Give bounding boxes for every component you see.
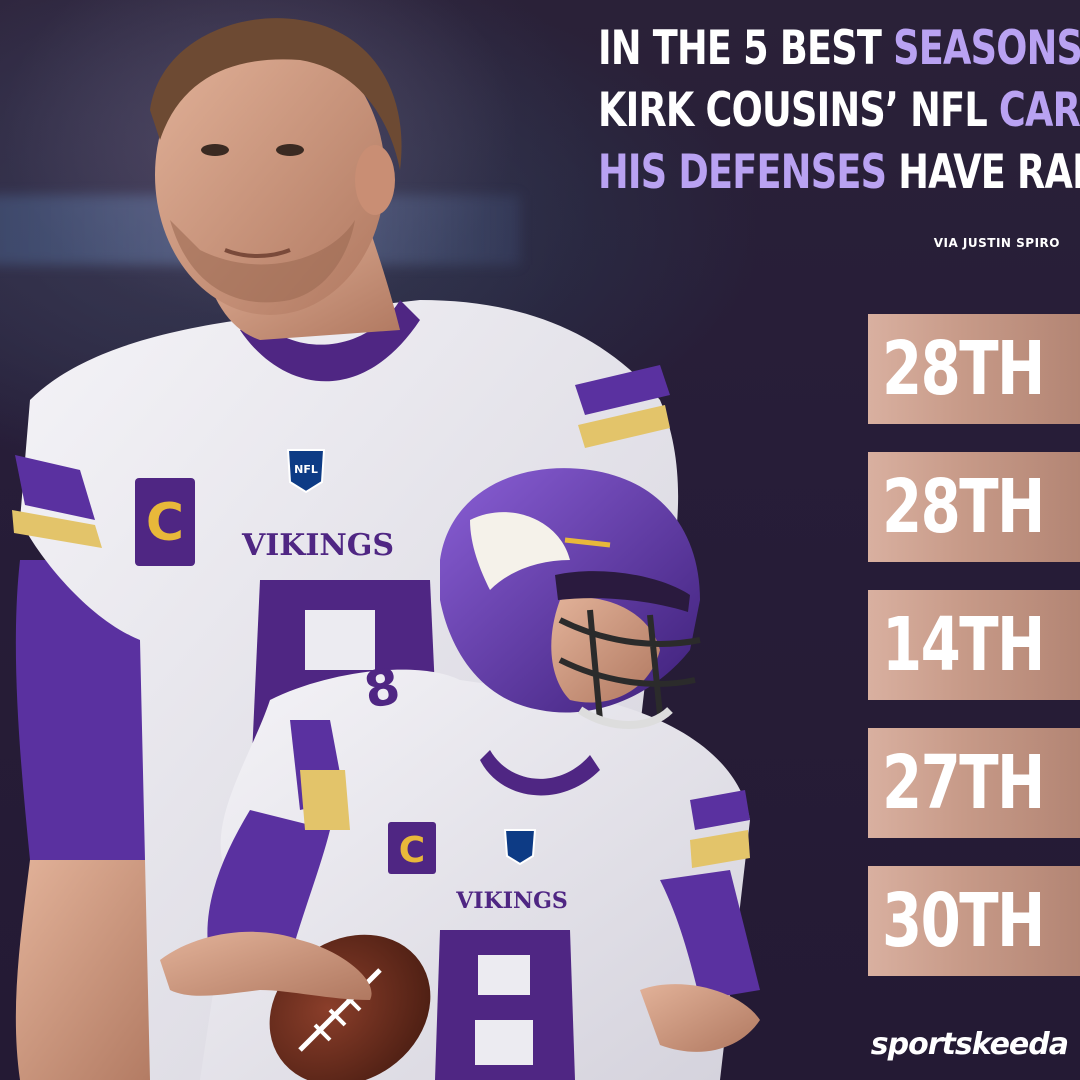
nfl-shield-text: NFL bbox=[294, 463, 318, 476]
headline-line-2-white: KIRK COUSINS’ NFL bbox=[598, 83, 999, 138]
rank-value: 28TH bbox=[882, 326, 1045, 412]
headline-line-2-purple: CAREER, bbox=[998, 83, 1080, 138]
headline-line-3: HIS DEFENSES HAVE RANKED bbox=[598, 142, 1080, 204]
rank-box: 14TH bbox=[868, 590, 1080, 700]
rank-box: 27TH bbox=[868, 728, 1080, 838]
headline-line-3-white: HAVE RANKED bbox=[898, 145, 1080, 200]
rank-value: 28TH bbox=[882, 464, 1045, 550]
rank-value: 27TH bbox=[882, 740, 1045, 826]
captain-patch-letter: C bbox=[146, 493, 184, 553]
headline: IN THE 5 BEST SEASONS OF KIRK COUSINS’ N… bbox=[598, 18, 1080, 204]
large-vikings-wordmark: VIKINGS bbox=[241, 528, 394, 563]
small-vikings-wordmark: VIKINGS bbox=[455, 888, 568, 914]
rank-box: 28TH bbox=[868, 314, 1080, 424]
rank-value: 14TH bbox=[882, 602, 1045, 688]
rank-box: 30TH bbox=[868, 866, 1080, 976]
rank-box: 28TH bbox=[868, 452, 1080, 562]
headline-line-3-purple: HIS DEFENSES bbox=[598, 145, 899, 200]
headline-line-1: IN THE 5 BEST SEASONS OF bbox=[598, 18, 1080, 80]
headline-line-1-purple: SEASONS OF bbox=[893, 21, 1080, 76]
captain-patch-letter-small: C bbox=[399, 830, 425, 871]
foreground-player-figure: C VIKINGS 8 bbox=[160, 468, 760, 1080]
rank-value: 30TH bbox=[882, 878, 1045, 964]
defense-rank-list: 28TH 28TH 14TH 27TH 30TH bbox=[868, 314, 1080, 1004]
headline-line-2: KIRK COUSINS’ NFL CAREER, bbox=[598, 80, 1080, 142]
sportskeeda-logo: sportskeeda bbox=[870, 1027, 1069, 1062]
headline-line-1-white: IN THE 5 BEST bbox=[598, 21, 894, 76]
source-credit: VIA JUSTIN SPIRO bbox=[933, 236, 1060, 250]
